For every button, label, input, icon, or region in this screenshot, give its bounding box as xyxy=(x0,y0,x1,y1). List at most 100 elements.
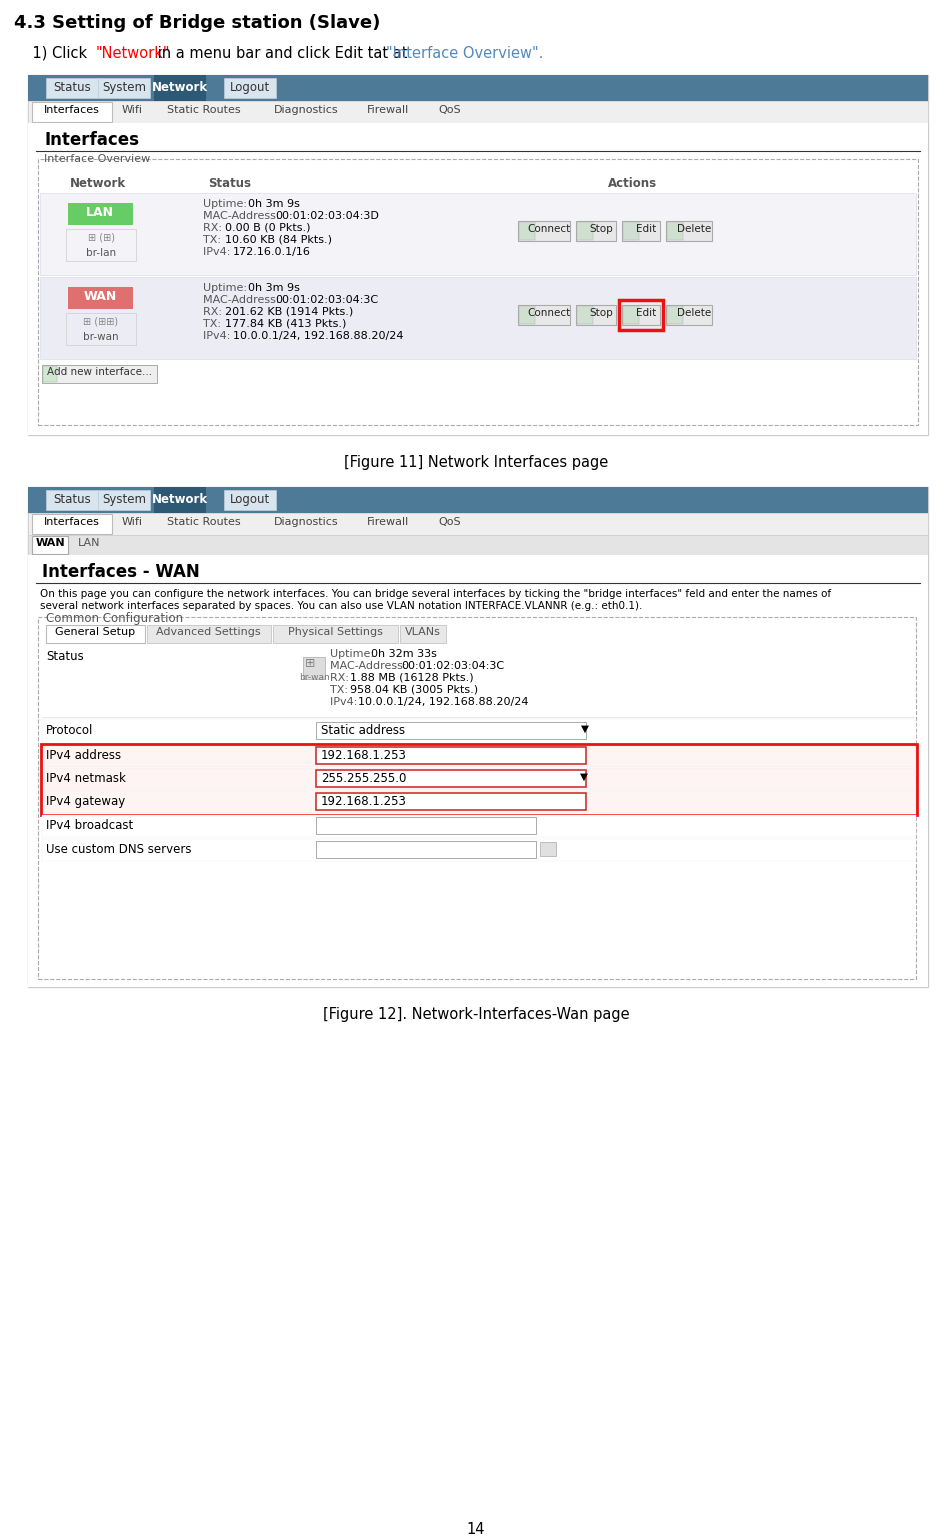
Text: 10.60 KB (84 Pkts.): 10.60 KB (84 Pkts.) xyxy=(225,235,332,245)
Text: QoS: QoS xyxy=(439,105,462,115)
Text: IPv4 address: IPv4 address xyxy=(46,749,121,761)
Text: MAC-Address:: MAC-Address: xyxy=(330,661,410,671)
Bar xyxy=(28,514,928,535)
Bar xyxy=(28,488,928,514)
Text: TX:: TX: xyxy=(330,684,351,695)
Text: Wifi: Wifi xyxy=(122,517,143,528)
Text: 10.0.0.1/24, 192.168.88.20/24: 10.0.0.1/24, 192.168.88.20/24 xyxy=(358,697,528,707)
Text: Wifi: Wifi xyxy=(122,105,143,115)
Bar xyxy=(519,221,535,240)
Bar xyxy=(46,78,98,98)
Text: ▼: ▼ xyxy=(580,772,588,781)
Bar xyxy=(42,791,916,814)
Bar xyxy=(576,221,616,241)
Bar xyxy=(28,555,928,987)
Text: Connect: Connect xyxy=(527,308,570,318)
Text: "Network": "Network" xyxy=(96,46,170,62)
Bar xyxy=(42,815,916,837)
Bar xyxy=(28,123,928,435)
Text: several network interfaces separated by spaces. You can also use VLAN notation I: several network interfaces separated by … xyxy=(40,601,643,611)
Text: System: System xyxy=(102,494,146,506)
Text: Interfaces - WAN: Interfaces - WAN xyxy=(42,563,200,581)
Bar xyxy=(46,491,98,511)
Text: Diagnostics: Diagnostics xyxy=(273,105,338,115)
Text: Protocol: Protocol xyxy=(46,724,93,737)
Bar xyxy=(518,305,570,325)
Bar xyxy=(32,102,112,122)
Text: IPv4:: IPv4: xyxy=(330,697,361,707)
Text: Edit: Edit xyxy=(636,225,656,234)
Text: 172.16.0.1/16: 172.16.0.1/16 xyxy=(233,248,311,257)
Bar xyxy=(154,488,206,514)
Text: [Figure 12]. Network-Interfaces-Wan page: [Figure 12]. Network-Interfaces-Wan page xyxy=(323,1007,629,1021)
Text: br-wan: br-wan xyxy=(83,332,119,341)
Bar xyxy=(623,221,639,240)
Text: Status: Status xyxy=(53,494,90,506)
Text: IPv4 broadcast: IPv4 broadcast xyxy=(46,820,133,832)
Text: Add new interface...: Add new interface... xyxy=(48,368,152,377)
Bar xyxy=(42,365,157,383)
Text: Stop: Stop xyxy=(589,225,613,234)
Bar xyxy=(577,221,593,240)
Text: 201.62 KB (1914 Pkts.): 201.62 KB (1914 Pkts.) xyxy=(225,308,353,317)
Bar xyxy=(28,102,928,123)
Bar xyxy=(154,75,206,102)
Text: RX:: RX: xyxy=(203,223,226,232)
Bar xyxy=(316,794,586,811)
Text: ⊞: ⊞ xyxy=(305,657,315,671)
Text: 0.00 B (0 Pkts.): 0.00 B (0 Pkts.) xyxy=(225,223,310,232)
Bar xyxy=(32,514,112,534)
Text: 00:01:02:03:04:3C: 00:01:02:03:04:3C xyxy=(275,295,378,305)
Text: WAN: WAN xyxy=(35,538,65,548)
Bar xyxy=(666,221,712,241)
Bar xyxy=(40,277,916,358)
Text: MAC-Address:: MAC-Address: xyxy=(203,211,283,221)
Bar xyxy=(577,306,593,325)
Text: Actions: Actions xyxy=(608,177,657,191)
Bar xyxy=(316,817,536,834)
Text: Stop: Stop xyxy=(589,308,613,318)
Text: 0h 3m 9s: 0h 3m 9s xyxy=(248,283,300,294)
Text: IPv4:: IPv4: xyxy=(203,248,234,257)
Text: RX:: RX: xyxy=(203,308,226,317)
Text: WAN: WAN xyxy=(84,291,117,303)
Text: 0h 3m 9s: 0h 3m 9s xyxy=(248,198,300,209)
Text: Diagnostics: Diagnostics xyxy=(273,517,338,528)
Text: 192.168.1.253: 192.168.1.253 xyxy=(321,795,407,807)
Text: Network: Network xyxy=(69,177,126,191)
Bar xyxy=(40,192,916,275)
Bar xyxy=(316,841,536,858)
Text: 14: 14 xyxy=(466,1523,486,1536)
Text: ▼: ▼ xyxy=(581,724,589,734)
Text: Edit: Edit xyxy=(636,308,656,318)
Text: Connect: Connect xyxy=(527,225,570,234)
Text: 0h 32m 33s: 0h 32m 33s xyxy=(371,649,437,658)
Text: 1) Click: 1) Click xyxy=(14,46,91,62)
Bar xyxy=(576,305,616,325)
Bar xyxy=(66,314,136,345)
Text: Interfaces: Interfaces xyxy=(44,131,139,149)
Text: Uptime:: Uptime: xyxy=(203,198,250,209)
Bar xyxy=(38,158,918,424)
Text: br-lan: br-lan xyxy=(86,248,116,258)
Text: br-wan: br-wan xyxy=(299,674,329,681)
Bar xyxy=(42,718,916,743)
Text: TX:: TX: xyxy=(203,235,225,245)
Bar xyxy=(623,306,639,325)
Text: Firewall: Firewall xyxy=(367,105,408,115)
Text: MAC-Address:: MAC-Address: xyxy=(203,295,283,305)
Bar xyxy=(622,305,660,325)
Bar xyxy=(43,366,57,381)
Text: System: System xyxy=(102,82,146,94)
Bar xyxy=(28,75,928,102)
Bar xyxy=(98,491,150,511)
Text: Interfaces: Interfaces xyxy=(44,105,100,115)
Text: Use custom DNS servers: Use custom DNS servers xyxy=(46,843,191,857)
Bar xyxy=(32,537,68,554)
Text: Delete: Delete xyxy=(677,225,711,234)
Bar xyxy=(42,767,916,791)
Text: Network: Network xyxy=(152,82,208,94)
Text: LAN: LAN xyxy=(78,538,101,548)
Bar xyxy=(68,203,133,225)
Text: Static Routes: Static Routes xyxy=(168,517,241,528)
